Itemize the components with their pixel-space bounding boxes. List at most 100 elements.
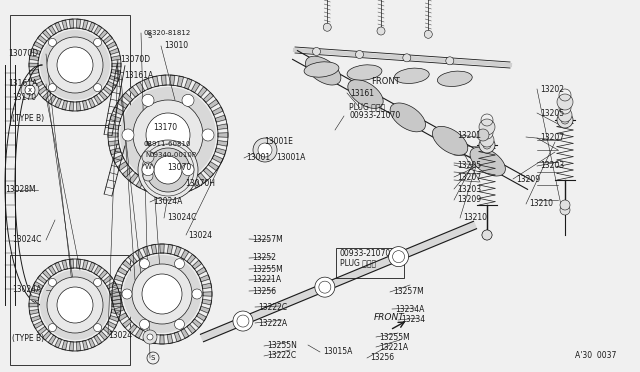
Text: 13234: 13234 [401,315,425,324]
Text: 13010: 13010 [164,42,188,51]
Ellipse shape [394,68,429,83]
Text: 13070H: 13070H [185,179,215,187]
Polygon shape [103,35,113,44]
Polygon shape [174,332,181,342]
Text: 13024: 13024 [188,231,212,240]
Text: 13205: 13205 [457,160,481,170]
Circle shape [142,164,154,176]
Polygon shape [109,48,119,54]
Text: 08320-81812: 08320-81812 [144,30,191,36]
Polygon shape [113,283,122,289]
Text: 13203: 13203 [457,185,481,193]
Polygon shape [83,100,88,110]
Polygon shape [111,296,121,301]
Circle shape [477,129,489,141]
Circle shape [40,270,110,340]
Polygon shape [107,41,116,49]
Circle shape [355,51,364,58]
Text: 00933-21070: 00933-21070 [340,249,391,258]
Polygon shape [110,115,121,122]
Polygon shape [55,338,61,348]
Text: 13161: 13161 [350,89,374,97]
Text: 13203: 13203 [540,161,564,170]
Circle shape [93,278,102,286]
Polygon shape [108,124,119,129]
Polygon shape [107,282,116,289]
Text: FRONT: FRONT [374,314,404,323]
Circle shape [49,324,56,331]
Polygon shape [62,100,67,110]
Polygon shape [129,173,138,183]
Text: 13234A: 13234A [395,305,424,314]
Polygon shape [55,98,61,108]
Polygon shape [174,246,181,256]
Polygon shape [99,30,108,39]
Polygon shape [202,283,212,289]
Text: 13255M: 13255M [252,264,283,273]
Text: 13252: 13252 [252,253,276,263]
Polygon shape [177,76,184,87]
Text: 13024C: 13024C [167,214,196,222]
Circle shape [479,137,495,153]
Polygon shape [161,185,166,195]
Polygon shape [200,306,210,313]
Polygon shape [212,107,223,115]
Text: FRONT: FRONT [371,77,400,87]
Bar [336,248,404,278]
Polygon shape [29,55,39,60]
Circle shape [233,311,253,331]
Polygon shape [103,275,113,283]
Circle shape [140,259,150,269]
Circle shape [424,30,432,38]
Polygon shape [217,124,228,129]
Circle shape [57,47,93,83]
Polygon shape [122,319,132,328]
Polygon shape [167,334,173,344]
Circle shape [132,264,192,324]
Circle shape [482,230,492,240]
Polygon shape [29,70,39,74]
Polygon shape [135,250,143,259]
Polygon shape [184,181,192,192]
Polygon shape [128,324,137,334]
Polygon shape [108,133,118,137]
Polygon shape [69,102,74,111]
Text: 13001: 13001 [246,154,270,163]
Polygon shape [215,115,226,122]
Text: 13257M: 13257M [252,234,283,244]
Text: 13256: 13256 [252,286,276,295]
Polygon shape [94,266,102,275]
Circle shape [49,38,56,46]
Text: 09340-0010P: 09340-0010P [149,152,196,158]
Polygon shape [38,87,47,95]
Text: 13209: 13209 [516,174,540,183]
Polygon shape [31,76,40,82]
Polygon shape [170,75,175,85]
Polygon shape [143,332,150,342]
Circle shape [482,230,492,240]
Text: 13255M: 13255M [379,333,410,341]
Polygon shape [42,331,51,340]
Text: 13209: 13209 [457,196,481,205]
Circle shape [557,112,573,128]
Polygon shape [83,340,88,350]
Polygon shape [129,87,138,97]
Circle shape [479,119,495,135]
Circle shape [175,259,184,269]
Circle shape [93,84,102,92]
Polygon shape [31,315,40,322]
Polygon shape [31,48,40,54]
Polygon shape [29,63,38,67]
Polygon shape [77,102,81,111]
Polygon shape [88,338,95,348]
Circle shape [253,138,277,162]
Circle shape [175,319,184,329]
Polygon shape [136,82,145,93]
Circle shape [93,38,102,46]
Polygon shape [34,282,44,289]
Text: W: W [145,164,152,170]
Polygon shape [55,22,61,32]
Circle shape [49,278,56,286]
Circle shape [122,289,132,299]
Text: 13201: 13201 [457,131,481,141]
